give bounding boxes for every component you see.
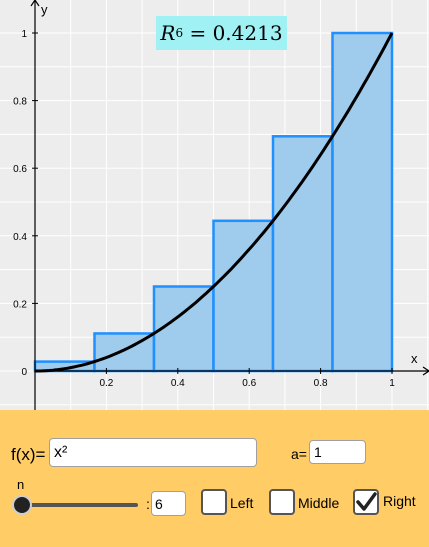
n-slider-track[interactable] — [20, 503, 138, 507]
riemann-rectangle — [212, 219, 275, 373]
graph-canvas[interactable]: 0.2 0.4 0.6 0.8 1 0 0.2 0.4 0.6 0.8 1 x y — [0, 0, 429, 410]
a-input[interactable]: 1 — [309, 440, 366, 464]
x-tick-label: 0.6 — [242, 378, 256, 389]
riemann-value: = 0.4213 — [189, 21, 283, 45]
a-label: a= — [291, 446, 307, 462]
y-tick-label: 0 — [21, 367, 27, 378]
riemann-rectangle — [271, 135, 334, 373]
x-tick-label: 1 — [389, 378, 395, 389]
n-slider-handle[interactable] — [14, 497, 30, 513]
right-checkbox[interactable] — [353, 489, 379, 515]
n-label: n — [17, 477, 25, 492]
x-tick-label: 0.2 — [99, 378, 113, 389]
right-label[interactable]: Right — [383, 493, 416, 509]
left-checkbox[interactable] — [201, 489, 227, 515]
controls-panel: f(x)= x² a= 1 n : 6 Left Middle Right — [0, 410, 429, 547]
riemann-rectangle — [93, 332, 156, 373]
y-tick-label: 0.4 — [13, 232, 27, 243]
x-axis-arrow-icon — [422, 366, 429, 376]
middle-label[interactable]: Middle — [298, 495, 340, 511]
x-tick-label: 0.4 — [171, 378, 185, 389]
function-label: f(x)= — [11, 445, 46, 464]
middle-checkbox[interactable] — [269, 489, 295, 515]
y-axis-arrow-icon — [30, 0, 40, 7]
function-input[interactable]: x² — [49, 438, 257, 467]
y-tick-label: 0.8 — [13, 97, 27, 108]
y-axis-label: y — [41, 2, 48, 17]
y-tick-label: 0.6 — [13, 164, 27, 175]
checkmark-icon — [356, 492, 377, 511]
riemann-rectangle — [331, 31, 394, 373]
x-axis-label: x — [411, 351, 418, 366]
riemann-symbol: R — [160, 21, 176, 45]
y-tick-label: 0.2 — [13, 299, 27, 310]
function-curve — [35, 32, 394, 373]
y-tick-label: 1 — [21, 29, 27, 40]
x-tick-label: 0.8 — [314, 378, 328, 389]
riemann-subscript: 6 — [175, 26, 184, 40]
n-input[interactable]: 6 — [151, 491, 186, 516]
n-colon: : — [146, 496, 150, 512]
left-label[interactable]: Left — [230, 495, 254, 511]
